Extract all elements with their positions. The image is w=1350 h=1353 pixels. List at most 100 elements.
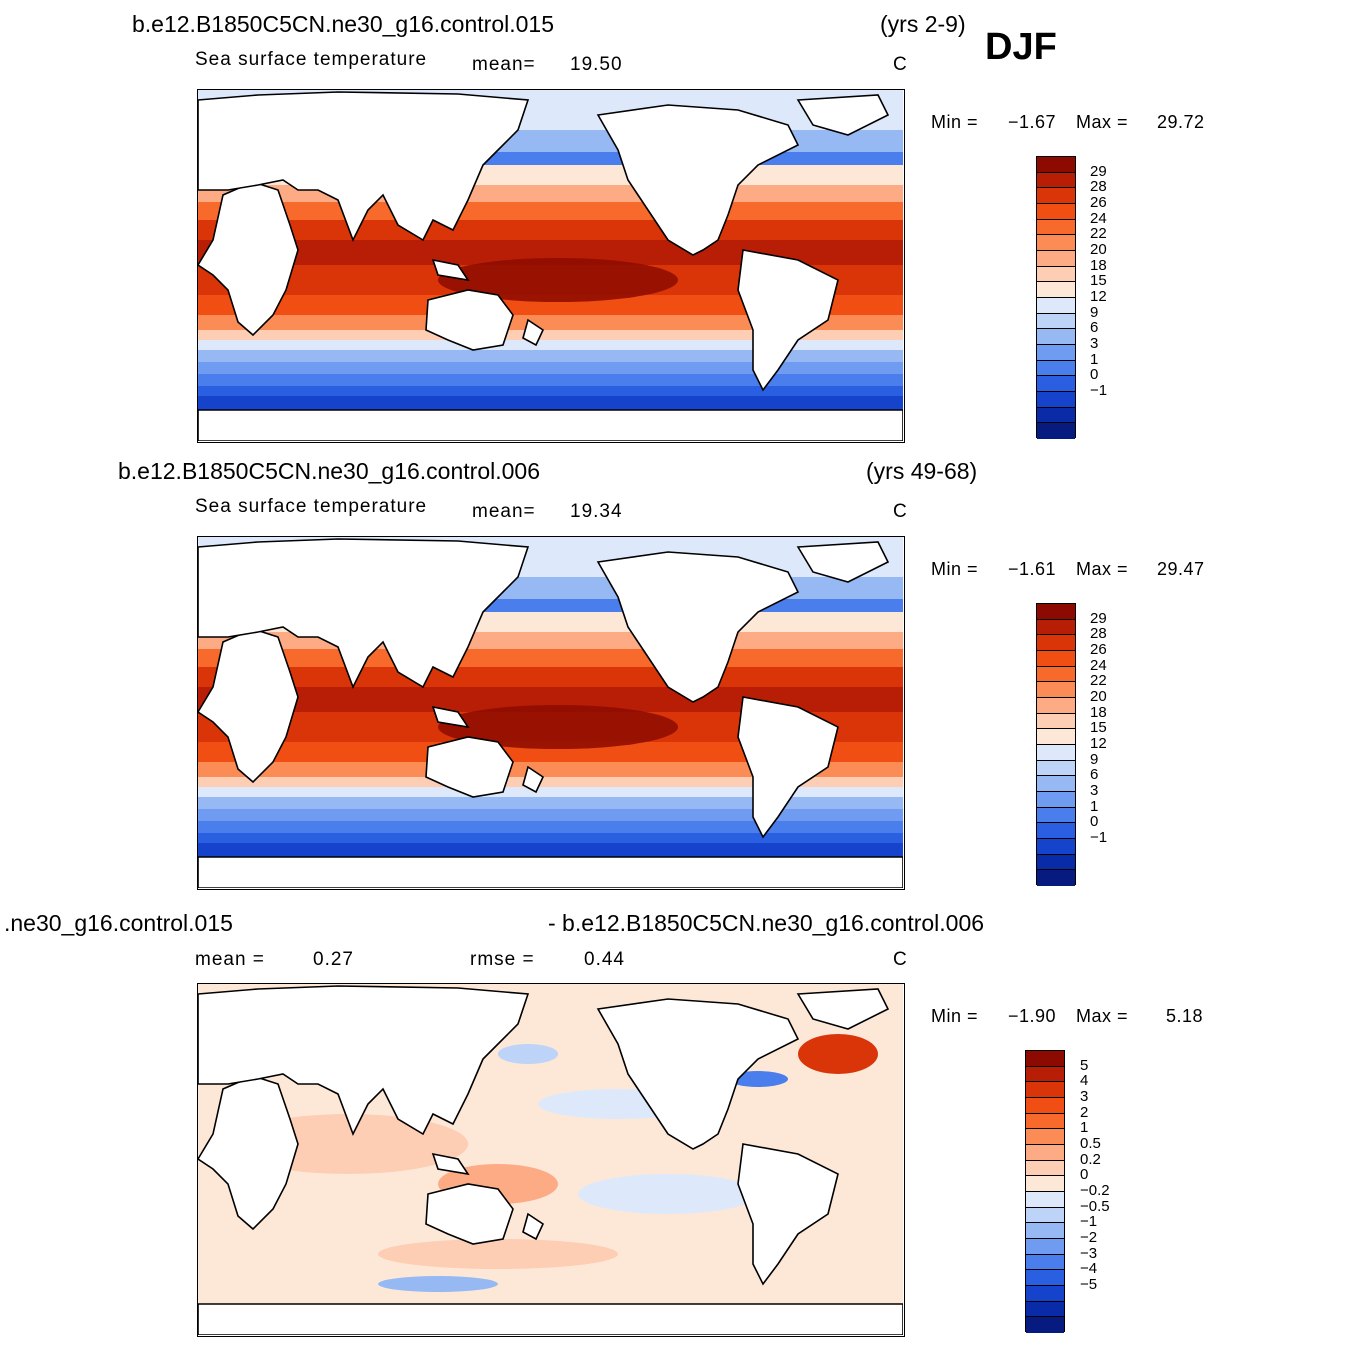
colorbar-tick-label: −1 <box>1080 1213 1098 1231</box>
colorbar-swatch <box>1026 1270 1064 1286</box>
field-band <box>198 374 903 386</box>
panel3-rmse-label: rmse = <box>470 949 535 970</box>
colorbar-swatch <box>1037 172 1075 189</box>
panel3-map <box>197 983 905 1337</box>
panel2-mean-value: 19.34 <box>570 501 623 522</box>
colorbar-swatch <box>1037 157 1075 173</box>
panel3-rmse-value: 0.44 <box>584 949 625 970</box>
colorbar-tick-label: 22 <box>1090 225 1107 243</box>
field-band <box>198 833 903 843</box>
panel2-field-name: Sea surface temperature <box>195 496 428 517</box>
colorbar-tick-label: 2 <box>1080 1103 1089 1121</box>
panel1-field-name: Sea surface temperature <box>195 49 428 70</box>
colorbar-tick-label: 3 <box>1090 335 1099 352</box>
colorbar-swatch <box>1026 1160 1064 1177</box>
colorbar-tick-label: −4 <box>1080 1260 1098 1278</box>
continent-outline <box>198 1303 903 1335</box>
field-band <box>198 295 903 315</box>
season-label: DJF <box>985 26 1057 68</box>
panel3-max-label: Max = <box>1076 1006 1129 1026</box>
field-band <box>198 667 903 687</box>
anomaly-blob <box>798 1034 878 1074</box>
panel3-units: C <box>893 949 908 970</box>
continent-outline <box>522 765 545 794</box>
field-band <box>198 396 903 410</box>
panel2-map <box>197 536 905 890</box>
panel1-mean-label: mean= <box>472 54 536 75</box>
field-band <box>198 762 903 777</box>
continent-outline <box>198 91 530 242</box>
colorbar-swatch <box>1026 1207 1064 1224</box>
colorbar-swatch <box>1037 776 1075 792</box>
colorbar-swatch <box>1037 235 1075 251</box>
colorbar-swatch <box>1037 219 1075 236</box>
panel3-mean-label: mean = <box>195 949 265 970</box>
colorbar-tick-label: 0 <box>1080 1166 1089 1184</box>
continent-outline <box>198 1075 299 1231</box>
colorbar-swatch <box>1037 760 1075 777</box>
panel1-max-label: Max = <box>1076 112 1129 132</box>
colorbar-swatch <box>1026 1051 1064 1067</box>
panel1-map <box>197 89 905 443</box>
colorbar-swatch <box>1037 713 1075 730</box>
field-band <box>198 350 903 362</box>
colorbar-swatch <box>1037 744 1075 761</box>
colorbar-swatch <box>1037 423 1075 439</box>
field-band <box>198 315 903 330</box>
continent-outline <box>596 104 800 256</box>
anomaly-blob <box>378 1276 498 1292</box>
colorbar-tick-label: 24 <box>1090 656 1107 674</box>
panel2-years: (yrs 49-68) <box>866 458 978 484</box>
continent-outline <box>737 1143 839 1286</box>
panel1-colorbar <box>1036 156 1076 439</box>
field-band <box>198 797 903 809</box>
colorbar-tick-label: 0.2 <box>1080 1150 1101 1168</box>
colorbar-tick-label: 12 <box>1090 288 1107 305</box>
warm-pool <box>438 258 678 302</box>
colorbar-swatch <box>1037 807 1075 824</box>
colorbar-swatch <box>1026 1301 1064 1318</box>
colorbar-swatch <box>1026 1254 1064 1271</box>
colorbar-swatch <box>1037 250 1075 267</box>
continent-outline <box>431 705 470 729</box>
colorbar-tick-label: 9 <box>1090 303 1099 321</box>
panel1-min-label: Min = <box>931 112 979 132</box>
colorbar-swatch <box>1037 635 1075 651</box>
colorbar-swatch <box>1037 838 1075 855</box>
panel3-min-value: −1.90 <box>1008 1006 1057 1026</box>
colorbar-tick-label: −0.5 <box>1080 1197 1110 1215</box>
anomaly-blob <box>578 1174 758 1214</box>
colorbar-swatch <box>1037 344 1075 361</box>
colorbar-swatch <box>1037 313 1075 330</box>
continent-outline <box>198 628 299 784</box>
continent-outline <box>522 318 545 347</box>
colorbar-tick-label: 5 <box>1080 1056 1089 1074</box>
colorbar-tick-label: 3 <box>1090 782 1099 799</box>
colorbar-swatch <box>1037 854 1075 871</box>
warm-pool <box>438 705 678 749</box>
field-band <box>198 649 903 667</box>
continent-outline <box>431 1152 470 1176</box>
colorbar-tick-label: 20 <box>1090 241 1107 258</box>
panel2-min-label: Min = <box>931 559 979 579</box>
panel2-map-svg <box>198 537 903 888</box>
colorbar-swatch <box>1037 682 1075 698</box>
continent-outline <box>796 541 890 583</box>
colorbar-tick-label: 28 <box>1090 178 1107 196</box>
colorbar-tick-label: 12 <box>1090 735 1107 752</box>
continent-outline <box>198 985 530 1136</box>
colorbar-swatch <box>1026 1317 1064 1333</box>
colorbar-tick-label: 15 <box>1090 272 1107 290</box>
panel1-units: C <box>893 54 908 75</box>
colorbar-tick-label: 4 <box>1080 1072 1089 1090</box>
panel2-min-value: −1.61 <box>1008 559 1057 579</box>
field-band <box>198 821 903 833</box>
continent-outline <box>737 249 839 392</box>
colorbar-tick-label: −1 <box>1090 829 1108 846</box>
colorbar-tick-label: 20 <box>1090 688 1107 705</box>
panel3-map-svg <box>198 984 903 1335</box>
continent-outline <box>431 258 470 282</box>
colorbar-swatch <box>1026 1113 1064 1130</box>
panel2-max-label: Max = <box>1076 559 1129 579</box>
colorbar-tick-label: 15 <box>1090 719 1107 737</box>
